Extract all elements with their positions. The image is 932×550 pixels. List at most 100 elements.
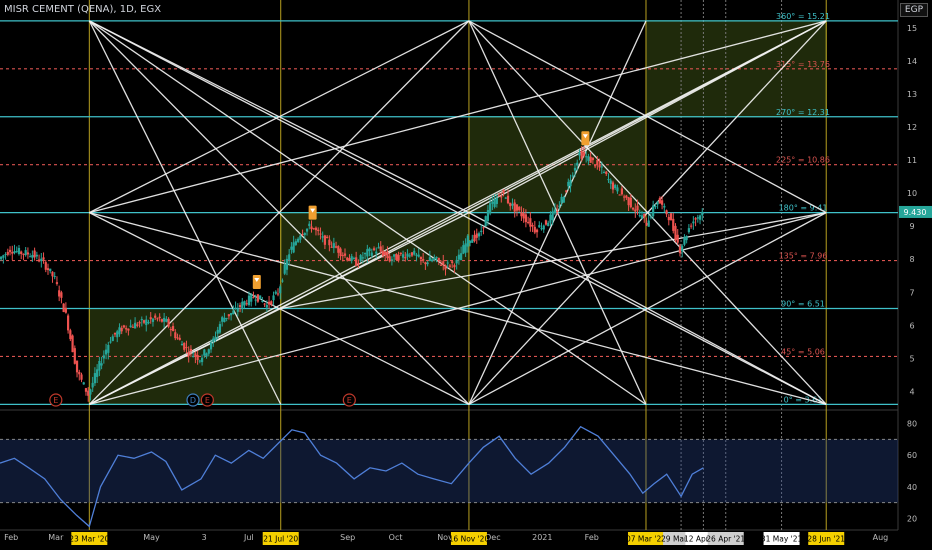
candle-body	[40, 258, 43, 262]
fan-line	[89, 20, 470, 214]
candle-body	[370, 252, 373, 256]
candle-body	[17, 247, 21, 255]
candle-body	[174, 332, 177, 339]
candle-body	[491, 201, 494, 204]
candle-body	[314, 227, 318, 231]
candle-body	[495, 197, 498, 204]
candle-body	[625, 195, 628, 198]
candle-body	[35, 254, 38, 257]
candle-body	[428, 257, 431, 262]
level-label: 180° = 9.41	[779, 204, 828, 213]
event-label: D	[190, 396, 196, 405]
candle-body	[442, 261, 445, 265]
candle-body	[524, 214, 527, 223]
candle-body	[321, 236, 324, 238]
candle-body	[364, 253, 367, 255]
fan-line	[88, 20, 282, 405]
candle-body	[381, 250, 385, 256]
candle-body	[15, 250, 18, 252]
candle-body	[368, 248, 371, 252]
candle-body	[122, 325, 126, 328]
candle-body	[607, 178, 610, 181]
candle-body	[334, 246, 338, 248]
candle-body	[203, 349, 206, 356]
candle-body	[464, 243, 467, 253]
time-tick: Nov	[437, 533, 453, 542]
candle-body	[49, 268, 52, 272]
fan-line	[88, 20, 647, 405]
candle-body	[196, 354, 199, 361]
candle-body	[310, 226, 313, 230]
candle-body	[299, 235, 302, 240]
candle-body	[276, 293, 280, 295]
currency-badge[interactable]: EGP	[899, 3, 928, 17]
date-marker-badge	[450, 532, 487, 545]
candle-body	[497, 195, 501, 197]
candle-body	[511, 203, 514, 206]
level-label: 225° = 10.86	[776, 156, 830, 165]
level-label: 135° = 7.96	[779, 252, 828, 261]
candle-body	[466, 235, 469, 247]
candle-body	[145, 319, 148, 326]
price-tick: 10	[907, 189, 917, 198]
candle-body	[417, 254, 420, 257]
candle-body	[285, 258, 289, 270]
candle-body	[564, 190, 568, 192]
price-tick: 5	[909, 354, 914, 363]
candle-body	[230, 313, 233, 316]
candle-body	[527, 221, 530, 223]
candle-body	[629, 197, 632, 208]
candle-body	[319, 233, 322, 235]
candle-body	[638, 215, 641, 217]
candle-body	[667, 216, 670, 221]
candle-body	[337, 246, 340, 253]
time-tick: Aug	[873, 533, 889, 542]
candle-body	[569, 179, 572, 187]
candle-body	[636, 205, 639, 211]
candle-body	[602, 172, 606, 174]
candle-body	[234, 307, 237, 309]
candle-body	[0, 256, 3, 260]
candle-body	[453, 265, 456, 268]
date-marker-label: 21 Jul '20	[263, 535, 298, 544]
candle-body	[645, 222, 648, 226]
candle-body	[241, 301, 244, 309]
candle-body	[11, 251, 14, 254]
candle-body	[580, 151, 583, 159]
candle-body	[567, 181, 570, 187]
candle-body	[178, 337, 181, 340]
candle-body	[33, 250, 36, 258]
price-tick: 14	[907, 57, 917, 66]
candle-body	[163, 317, 166, 322]
candle-body	[247, 295, 251, 305]
candle-body	[73, 348, 76, 364]
candle-body	[111, 336, 114, 342]
date-marker-badge	[71, 532, 108, 545]
fan-line	[88, 20, 470, 405]
candle-body	[500, 196, 503, 198]
candle-body	[118, 327, 121, 335]
price-tick: 4	[909, 387, 914, 396]
candle-body	[279, 286, 282, 294]
candle-body	[149, 317, 152, 320]
candle-body	[397, 254, 400, 261]
fan-line	[468, 20, 827, 405]
time-tick: 3	[202, 533, 207, 542]
candle-body	[518, 206, 521, 211]
candle-body	[243, 301, 246, 306]
candle-body	[187, 351, 190, 356]
date-marker-label: 31 May '21	[761, 535, 803, 544]
level-label: 315° = 13.76	[776, 60, 830, 69]
candle-body	[127, 328, 130, 331]
event-label: E	[205, 396, 210, 405]
candle-body	[154, 315, 157, 318]
candle-body	[216, 329, 219, 334]
candle-body	[410, 252, 414, 256]
candle-body	[502, 189, 505, 194]
time-tick: Oct	[389, 533, 403, 542]
candle-body	[473, 234, 476, 242]
candle-body	[107, 344, 110, 353]
candle-body	[341, 255, 344, 257]
candle-body	[294, 241, 297, 245]
candle-body	[486, 210, 490, 221]
